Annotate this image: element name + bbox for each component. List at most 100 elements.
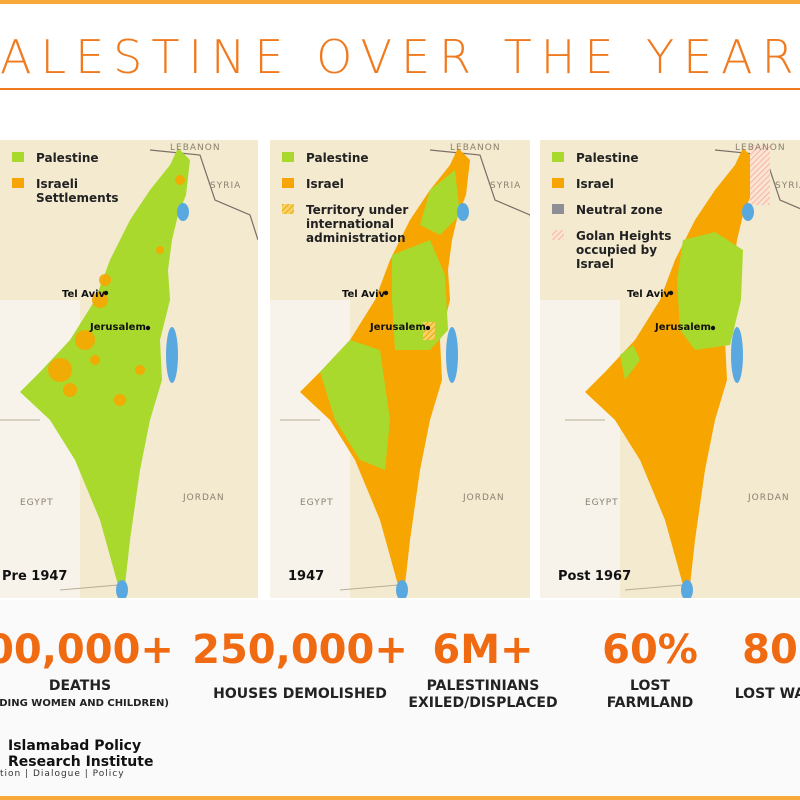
city-label: Jerusalem <box>654 322 711 333</box>
top-rule <box>0 0 800 4</box>
legend-label: Israel <box>576 177 614 191</box>
settlement <box>48 358 72 382</box>
city-dot <box>425 325 431 331</box>
palestine <box>420 170 460 235</box>
palestine <box>20 148 190 585</box>
settlement <box>63 383 77 397</box>
footer-name: Research Institute <box>8 754 153 770</box>
place-label: JORDAN <box>182 493 225 503</box>
stat-number: 00,000+ <box>0 627 174 673</box>
bottom-rule <box>0 796 800 800</box>
legend-label: Golan Heights <box>576 229 671 243</box>
place-label: SYRIA <box>210 181 241 191</box>
legend-label: Israeli <box>36 177 78 191</box>
place-label: LEBANON <box>170 143 221 153</box>
stat-label: HOUSES DEMOLISHED <box>213 686 387 702</box>
legend-label: Israel <box>306 177 344 191</box>
legend-label: Palestine <box>576 151 639 165</box>
map-panel: LEBANON SYRIA EGYPT JORDAN Tel Aviv Jerusalem… <box>540 140 800 598</box>
lake <box>457 203 469 221</box>
legend-swatch <box>282 152 294 162</box>
settlement <box>75 330 95 350</box>
legend-swatch <box>12 152 24 162</box>
city-dot <box>383 290 389 296</box>
dead-sea <box>446 327 458 383</box>
stat-label: PALESTINIANS <box>427 678 540 694</box>
city-dot <box>668 290 674 296</box>
settlement <box>92 292 108 308</box>
place-label: LEBANON <box>735 143 786 153</box>
stat-label: LOST <box>630 678 670 694</box>
border <box>565 419 684 591</box>
stat-number: 60% <box>602 627 698 673</box>
border <box>280 419 399 591</box>
sea <box>540 300 620 598</box>
city-label: Tel Aviv <box>62 289 106 300</box>
dead-sea <box>731 327 743 383</box>
legend-swatch <box>282 204 294 214</box>
legend-swatch <box>552 152 564 162</box>
legend-swatch <box>12 178 24 188</box>
legend-label: Territory under <box>306 203 408 217</box>
settlement <box>156 246 164 254</box>
palestine <box>620 345 640 380</box>
city-dot <box>103 290 109 296</box>
place-label: EGYPT <box>300 498 334 508</box>
territory <box>280 148 530 598</box>
palestine <box>677 232 743 350</box>
stat-note: UDING WOMEN AND CHILDREN) <box>0 698 169 709</box>
place-label: SYRIA <box>775 181 800 191</box>
panel-label: Post 1967 <box>558 569 631 584</box>
stat-number: 250,000+ <box>192 627 408 673</box>
border <box>429 149 530 217</box>
international-zone <box>423 322 435 340</box>
stat-label: FARMLAND <box>607 695 694 711</box>
stat-number: 6M+ <box>432 627 533 673</box>
legend-swatch <box>552 204 564 214</box>
dead-sea <box>166 327 178 383</box>
footer-tagline: tion | Dialogue | Policy <box>0 769 125 779</box>
legend-label: Palestine <box>36 151 99 165</box>
legend-label: Palestine <box>306 151 369 165</box>
city-dot <box>145 325 151 331</box>
legend-label: administration <box>306 231 406 245</box>
panel-label: 1947 <box>288 569 324 584</box>
territory <box>0 148 258 598</box>
stat-label: LOST WA <box>735 686 800 702</box>
settlement <box>135 365 145 375</box>
legend-label: Neutral zone <box>576 203 663 217</box>
settlement <box>175 175 185 185</box>
border <box>0 419 119 591</box>
stat-number: 80 <box>742 627 798 673</box>
legend-swatch <box>282 178 294 188</box>
legend-swatch <box>552 178 564 188</box>
stat-label: DEATHS <box>49 678 111 694</box>
stats-band <box>0 600 800 800</box>
lake <box>177 203 189 221</box>
place-label: JORDAN <box>462 493 505 503</box>
place-label: EGYPT <box>585 498 619 508</box>
city-label: Jerusalem <box>89 322 146 333</box>
city-dot <box>710 325 716 331</box>
settlement <box>114 394 126 406</box>
panel-label: Pre 1947 <box>2 569 67 584</box>
gulf <box>116 580 128 598</box>
city-label: Jerusalem <box>369 322 426 333</box>
gulf <box>396 580 408 598</box>
place-label: JORDAN <box>747 493 790 503</box>
stat-label: EXILED/DISPLACED <box>408 695 557 711</box>
settlement <box>99 274 111 286</box>
palestine <box>320 340 390 470</box>
legend-swatch <box>552 230 564 240</box>
title: ALESTINE OVER THE YEAR <box>0 30 800 84</box>
sea <box>270 300 350 598</box>
title-rule <box>0 88 800 90</box>
legend-label: international <box>306 217 394 231</box>
settlement <box>90 355 100 365</box>
lake <box>742 203 754 221</box>
map-panel: LEBANON SYRIA EGYPT JORDAN Tel Aviv Jerusalem… <box>0 140 258 598</box>
legend-label: Israel <box>576 257 614 271</box>
legend-label: occupied by <box>576 243 657 257</box>
golan <box>750 145 770 205</box>
